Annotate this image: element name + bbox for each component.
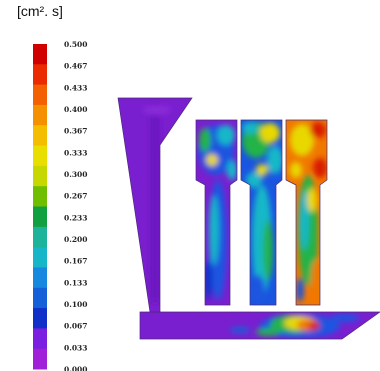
scale-tick-label: 0.067	[64, 322, 88, 331]
scale-swatch	[33, 84, 47, 106]
scale-tick-label: 0.133	[64, 278, 88, 287]
scale-tick-label: 0.000	[64, 365, 88, 371]
scale-swatch	[33, 145, 47, 167]
cavity-left-outline	[195, 119, 238, 306]
cavity-right	[286, 120, 327, 305]
scale-swatch	[33, 186, 47, 207]
scale-tick-label: 0.400	[64, 105, 88, 114]
scale-swatch	[33, 226, 47, 248]
scale-swatch	[33, 348, 47, 370]
scale-tick-label: 0.200	[64, 235, 88, 244]
scale-tick-label: 0.233	[64, 213, 88, 222]
scale-swatch	[33, 64, 47, 86]
scale-swatch	[33, 308, 47, 329]
cavity-right-outline	[285, 119, 328, 306]
sprue	[118, 98, 192, 312]
sprue-outline	[117, 97, 193, 313]
color-scale-swatches	[33, 44, 47, 370]
scale-swatch	[33, 104, 47, 126]
scale-tick-label: 0.267	[64, 192, 88, 201]
scale-tick-label: 0.433	[64, 83, 88, 92]
scale-swatch	[33, 328, 47, 350]
scale-swatch	[33, 165, 47, 187]
cavity-left	[196, 120, 237, 305]
scale-tick-label: 0.100	[64, 300, 88, 309]
scale-swatch	[33, 125, 47, 147]
scale-tick-label: 0.500	[64, 40, 88, 49]
scale-tick-label: 0.467	[64, 62, 88, 71]
scale-swatch	[33, 267, 47, 289]
unit-label: [cm². s]	[17, 3, 63, 19]
cavity-middle-outline	[240, 119, 283, 306]
scale-tick-label: 0.367	[64, 127, 88, 136]
scale-tick-label: 0.333	[64, 148, 88, 157]
scale-tick-label: 0.167	[64, 257, 88, 266]
runner-outline	[139, 311, 380, 340]
scale-swatch	[33, 247, 47, 268]
scale-swatch	[33, 287, 47, 309]
scale-tick-label: 0.033	[64, 343, 88, 352]
scale-swatch	[33, 44, 47, 65]
color-scale-tick-labels: 0.500 0.467 0.433 0.400 0.367 0.333 0.300 0.267…	[64, 40, 88, 371]
scale-tick-label: 0.300	[64, 170, 88, 179]
scale-swatch	[33, 206, 47, 228]
runner-base	[140, 312, 380, 339]
